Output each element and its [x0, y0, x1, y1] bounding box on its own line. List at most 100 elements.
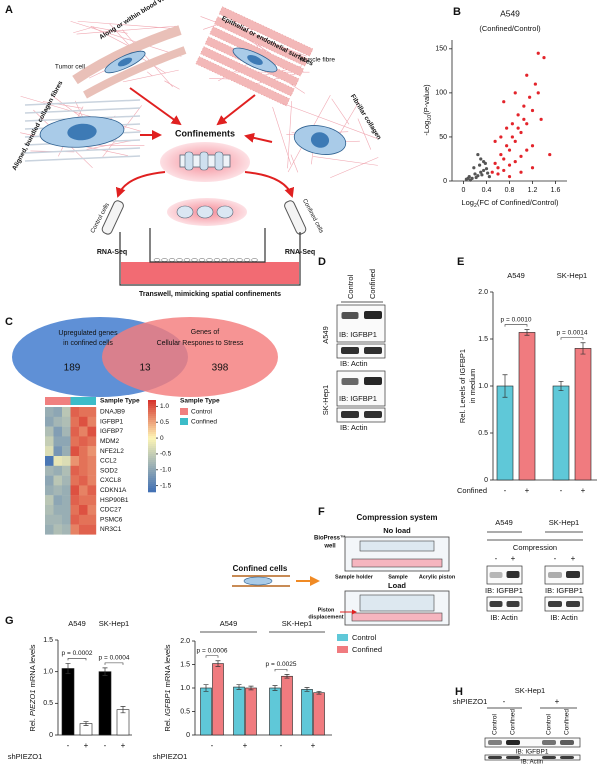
label: IB: Actin — [550, 613, 578, 622]
heat-cell — [79, 505, 88, 515]
colorbar-step — [148, 408, 156, 411]
colorbar-step — [148, 418, 156, 421]
vessel — [72, 25, 182, 85]
muscle-fibre — [209, 26, 304, 77]
label-part: -Log — [422, 121, 431, 136]
band — [506, 571, 520, 578]
colorbar-step — [148, 472, 156, 475]
muscle-fibre — [214, 16, 309, 67]
point — [502, 168, 506, 173]
bar — [116, 709, 130, 736]
colorbar-step — [148, 452, 156, 455]
membrane-cell — [161, 258, 168, 262]
panel-letter: H — [455, 686, 463, 698]
category-label: SK-Hep1 — [99, 619, 129, 628]
colorbar-label: 0 — [160, 435, 164, 442]
heat-cell — [70, 416, 80, 427]
significance-bracket — [67, 658, 87, 661]
bar — [518, 332, 536, 481]
heat-cell — [53, 495, 63, 506]
y-tick-label: 0 — [49, 732, 53, 739]
panel-letter: D — [318, 256, 326, 268]
point — [539, 117, 543, 121]
pillar — [214, 151, 224, 171]
colorbar-step — [148, 470, 156, 473]
colorbar-step — [148, 484, 156, 487]
insert — [149, 228, 266, 263]
colorbar-step — [148, 426, 156, 429]
band — [506, 740, 520, 745]
significance-bracket — [205, 655, 219, 658]
row-label: NFE2L2 — [100, 448, 124, 455]
point — [525, 122, 529, 126]
label-part: 2 — [474, 203, 477, 209]
band — [548, 572, 562, 578]
label: Upregulated genes — [58, 330, 118, 337]
piston — [359, 594, 435, 612]
label: RNA-Seq — [97, 249, 127, 256]
fiber — [290, 83, 305, 94]
arrow — [216, 94, 256, 126]
heat-cell — [87, 426, 97, 437]
panel-letter: E — [457, 256, 464, 268]
p-value: p = 0.0002 — [62, 650, 93, 657]
heat-cell — [53, 524, 63, 535]
row-label: HSP90B1 — [100, 497, 129, 504]
annotation-cell — [45, 397, 54, 405]
category-label: A549 — [507, 271, 525, 280]
label: - — [554, 554, 557, 563]
colorbar-step — [148, 434, 156, 437]
bar — [552, 385, 570, 481]
band — [489, 572, 503, 578]
heat-cell — [70, 456, 80, 466]
point — [530, 166, 535, 170]
band — [548, 601, 562, 607]
pillar — [184, 151, 194, 171]
blot-frame — [486, 596, 523, 612]
label: Cellular Respones to Stress — [157, 340, 244, 347]
label: in confined cells — [63, 340, 113, 347]
label: SK-Hep1 — [515, 686, 545, 695]
colorbar-label: 0.5 — [160, 419, 169, 426]
significance-bracket — [560, 337, 584, 340]
colorbar-step — [148, 462, 156, 465]
label: + — [511, 554, 516, 563]
point — [486, 171, 490, 175]
colorbar-label: 1.0 — [160, 403, 169, 410]
row-label: DNAJB9 — [100, 409, 125, 416]
annotation-cell — [53, 397, 62, 405]
heat-cell — [70, 505, 80, 515]
label: shPIEZO1 — [453, 697, 488, 706]
arrow — [129, 87, 182, 126]
category-label: SK-Hep1 — [282, 619, 312, 628]
heat-cell — [87, 485, 97, 496]
annotation-cell — [70, 397, 79, 405]
heat-cell — [45, 485, 54, 496]
label: IB: IGFBP1 — [545, 586, 583, 595]
y-tick-label: 1.0 — [478, 383, 488, 390]
label: Tumor cell — [55, 64, 86, 71]
colorbar-step — [148, 442, 156, 445]
fiber — [91, 26, 128, 34]
colorbar-label: -1.5 — [160, 482, 172, 489]
point — [530, 108, 535, 113]
y-tick-label: 100 — [435, 90, 447, 97]
band — [488, 756, 502, 759]
bar — [496, 385, 514, 481]
label: IB: Actin — [490, 613, 518, 622]
fiber — [122, 69, 179, 83]
panel-letter: A — [5, 4, 13, 16]
band — [364, 311, 382, 319]
y-tick-label: 2.0 — [180, 638, 190, 645]
fiber — [250, 71, 305, 86]
band — [542, 740, 556, 745]
label: Sample Type — [100, 398, 140, 405]
y-tick-label: 2.0 — [478, 289, 488, 296]
membrane-cell — [168, 258, 176, 262]
arrow — [244, 132, 273, 143]
heat-cell — [70, 524, 80, 535]
holder — [351, 558, 443, 568]
point — [499, 135, 503, 139]
